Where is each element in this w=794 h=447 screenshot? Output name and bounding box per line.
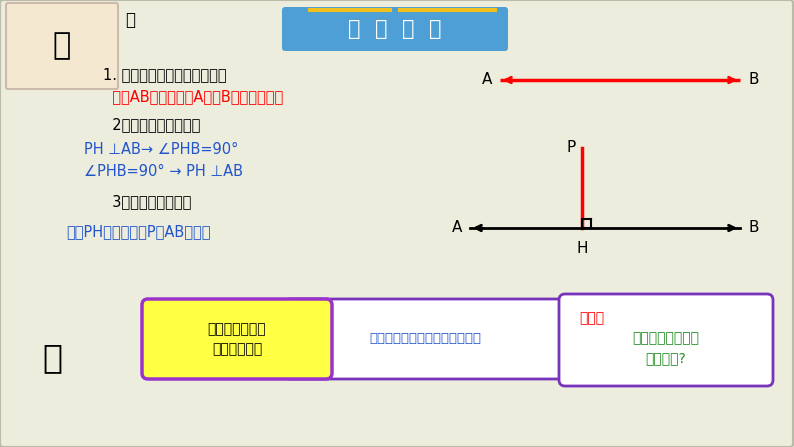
Text: A: A <box>482 72 492 88</box>
Text: 线段AB的长就是点A与点B之间的距离。: 线段AB的长就是点A与点B之间的距离。 <box>103 89 283 105</box>
Text: 注意：距离是指
线段的长度！: 注意：距离是指 线段的长度！ <box>208 322 266 356</box>
FancyBboxPatch shape <box>284 299 566 379</box>
Text: 问题：: 问题： <box>579 311 604 325</box>
Text: 💡: 💡 <box>125 11 135 29</box>
Text: 线段PH的长就是点P到AB的距离: 线段PH的长就是点P到AB的距离 <box>66 224 210 240</box>
Text: A: A <box>452 220 462 236</box>
Text: B: B <box>748 72 758 88</box>
FancyBboxPatch shape <box>282 7 508 51</box>
Text: 👩: 👩 <box>737 353 759 387</box>
Text: ∠PHB=90° → PH ⊥AB: ∠PHB=90° → PH ⊥AB <box>84 164 243 180</box>
Text: P: P <box>567 140 576 156</box>
FancyBboxPatch shape <box>142 299 332 379</box>
FancyBboxPatch shape <box>14 7 111 79</box>
FancyBboxPatch shape <box>6 3 118 89</box>
Text: 两平行线之间的距
离是什么?: 两平行线之间的距 离是什么? <box>633 331 700 365</box>
Text: B: B <box>748 220 758 236</box>
Text: H: H <box>576 241 588 256</box>
Text: 3．点与直线的距离: 3．点与直线的距离 <box>103 194 191 210</box>
Text: 📢: 📢 <box>42 342 62 375</box>
Text: 📚: 📚 <box>53 31 71 60</box>
Text: 2、垂线的概念与性质: 2、垂线的概念与性质 <box>103 118 200 132</box>
Text: 1. 点与点之间的距离是什么？: 1. 点与点之间的距离是什么？ <box>103 67 226 83</box>
FancyBboxPatch shape <box>559 294 773 386</box>
FancyBboxPatch shape <box>708 288 790 442</box>
Text: PH ⊥AB→ ∠PHB=90°: PH ⊥AB→ ∠PHB=90° <box>84 143 238 157</box>
Text: 温  故  知  新: 温 故 知 新 <box>349 19 441 39</box>
Text: 通过距离怎么计算说明了什么？: 通过距离怎么计算说明了什么？ <box>369 333 481 346</box>
